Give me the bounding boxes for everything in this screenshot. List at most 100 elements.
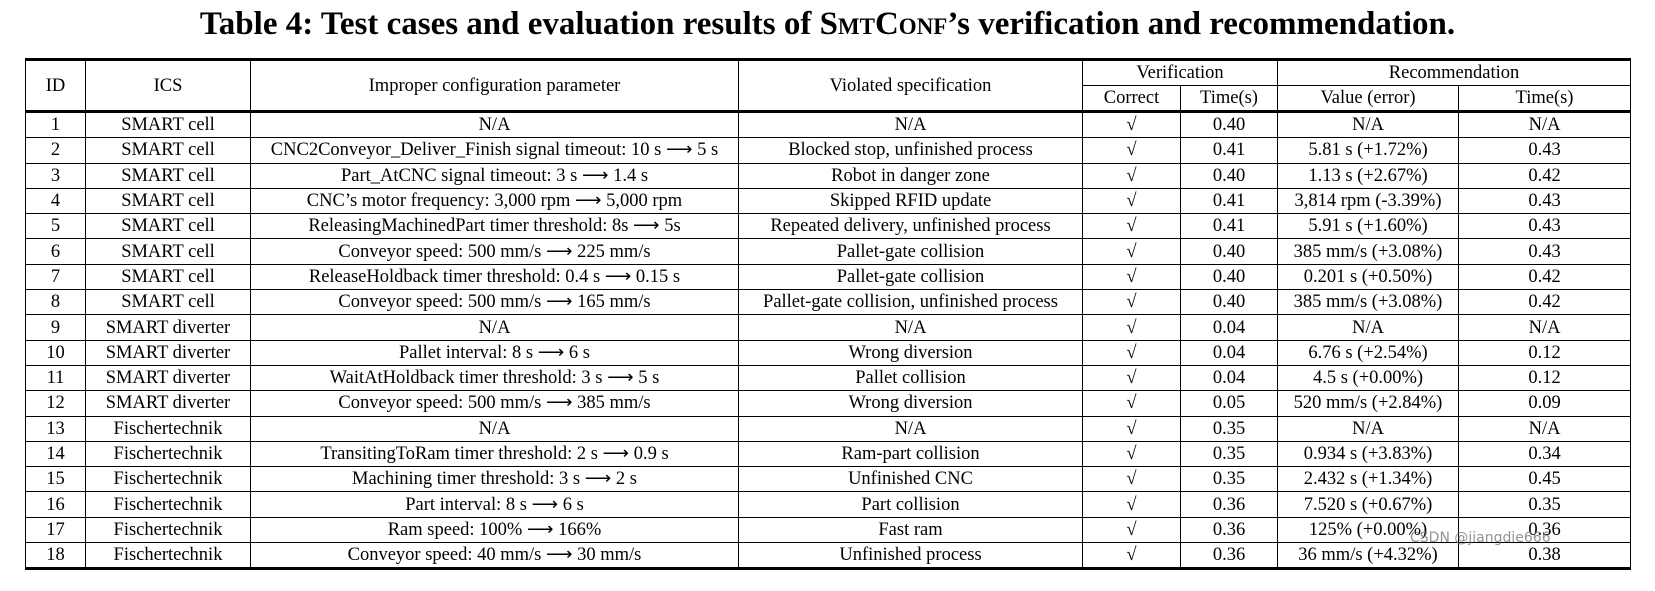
table-cell: 4.5 s (+0.00%): [1277, 364, 1460, 391]
table-cell: √: [1082, 238, 1181, 265]
table-row: 17 Fischertechnik Ram speed: 100% ⟶ 166% Fa…: [25, 516, 1632, 543]
table-cell: 0.12: [1458, 339, 1632, 366]
table-cell: 5: [25, 213, 86, 239]
table-cell: SMART cell: [85, 187, 251, 214]
table-cell: SMART cell: [85, 289, 251, 315]
table-row: 4 SMART cell CNC’s motor frequency: 3,000 …: [25, 187, 1632, 214]
table-cell: 0.934 s (+3.83%): [1277, 440, 1460, 467]
table-cell: 0.35: [1179, 466, 1279, 492]
table-cell: 16: [25, 491, 86, 518]
column-subheader: Time(s): [1458, 85, 1632, 113]
table-row: 9 SMART diverter N/A N/A √ 0.04 N/A N/A: [25, 314, 1632, 341]
table-cell: √: [1082, 364, 1181, 391]
table-cell: √: [1082, 516, 1181, 543]
table-row: 16 Fischertechnik Part interval: 8 s ⟶ 6 s…: [25, 491, 1632, 518]
table-cell: 0.43: [1458, 238, 1632, 265]
table-cell: N/A: [1458, 415, 1632, 442]
table-cell: Pallet-gate collision: [738, 263, 1083, 290]
table-cell: 385 mm/s (+3.08%): [1277, 238, 1460, 265]
table-cell: √: [1082, 162, 1181, 189]
table-cell: N/A: [738, 415, 1083, 442]
table-cell: √: [1082, 289, 1181, 315]
table-cell: 1.13 s (+2.67%): [1277, 162, 1460, 189]
table-cell: SMART cell: [85, 162, 251, 189]
table-cell: √: [1082, 339, 1181, 366]
table-cell: 0.36: [1179, 516, 1279, 543]
table-row: 1 SMART cell N/A N/A √ 0.40 N/A N/A: [25, 111, 1632, 138]
table-cell: Conveyor speed: 500 mm/s ⟶ 165 mm/s: [250, 289, 739, 315]
table-cell: SMART diverter: [85, 390, 251, 417]
column-header: Improper configuration parameter: [250, 59, 739, 113]
table-cell: WaitAtHoldback timer threshold: 3 s ⟶ 5 …: [250, 364, 739, 391]
table-cell: 0.43: [1458, 137, 1632, 164]
table-cell: 3,814 rpm (-3.39%): [1277, 187, 1460, 214]
table-cell: √: [1082, 314, 1181, 341]
table-cell: 0.36: [1179, 542, 1279, 569]
table-caption: Table 4: Test cases and evaluation resul…: [0, 2, 1655, 46]
table-cell: 0.35: [1179, 415, 1279, 442]
table-cell: 0.36: [1179, 491, 1279, 518]
table-cell: 18: [25, 542, 86, 569]
table-cell: Ram-part collision: [738, 440, 1083, 467]
watermark: CSDN @jiangdie666: [1410, 530, 1551, 546]
table-cell: N/A: [1277, 415, 1460, 442]
table-cell: SMART diverter: [85, 339, 251, 366]
table-cell: 0.04: [1179, 314, 1279, 341]
table-cell: √: [1082, 491, 1181, 518]
table-cell: √: [1082, 213, 1181, 239]
table-cell: 11: [25, 364, 86, 391]
column-header: ICS: [85, 59, 251, 113]
table-cell: √: [1082, 542, 1181, 569]
table-cell: 0.35: [1458, 491, 1632, 518]
table-cell: 8: [25, 289, 86, 315]
table-row: 3 SMART cell Part_AtCNC signal timeout: 3 …: [25, 162, 1632, 189]
table-cell: Ram speed: 100% ⟶ 166%: [250, 516, 739, 543]
table-cell: 0.40: [1179, 162, 1279, 189]
table-cell: √: [1082, 187, 1181, 214]
table-cell: 4: [25, 187, 86, 214]
table-cell: Fischertechnik: [85, 516, 251, 543]
column-group-header: Recommendation: [1277, 59, 1632, 86]
table-cell: Conveyor speed: 500 mm/s ⟶ 225 mm/s: [250, 238, 739, 265]
table-cell: N/A: [1458, 111, 1632, 138]
table-cell: Fischertechnik: [85, 440, 251, 467]
table-cell: N/A: [250, 415, 739, 442]
header-row: Correct Time(s) Value (error) Time(s): [26, 85, 1632, 113]
column-subheader: Time(s): [1179, 85, 1279, 113]
table-cell: 0.35: [1179, 440, 1279, 467]
table-cell: Repeated delivery, unfinished process: [738, 213, 1083, 239]
table-cell: N/A: [1458, 314, 1632, 341]
table-cell: 6.76 s (+2.54%): [1277, 339, 1460, 366]
table-cell: 3: [25, 162, 86, 189]
table-cell: 5.91 s (+1.60%): [1277, 213, 1460, 239]
table-row: 10 SMART diverter Pallet interval: 8 s ⟶ 6…: [25, 339, 1632, 366]
table-cell: Conveyor speed: 500 mm/s ⟶ 385 mm/s: [250, 390, 739, 417]
table-cell: √: [1082, 111, 1181, 138]
table-cell: N/A: [738, 111, 1083, 138]
table-row: 12 SMART diverter Conveyor speed: 500 mm/s…: [25, 390, 1632, 417]
table-cell: Fast ram: [738, 516, 1083, 543]
table-cell: √: [1082, 263, 1181, 290]
table-row: 2 SMART cell CNC2Conveyor_Deliver_Finish s…: [25, 137, 1632, 164]
table-cell: 0.41: [1179, 213, 1279, 239]
table-cell: Fischertechnik: [85, 542, 251, 569]
table-cell: 0.36: [1458, 516, 1632, 543]
table-cell: Wrong diversion: [738, 339, 1083, 366]
table-cell: Part interval: 8 s ⟶ 6 s: [250, 491, 739, 518]
table-cell: 0.201 s (+0.50%): [1277, 263, 1460, 290]
table-cell: Machining timer threshold: 3 s ⟶ 2 s: [250, 466, 739, 492]
table-cell: Part collision: [738, 491, 1083, 518]
table-cell: 0.45: [1458, 466, 1632, 492]
table-cell: 0.04: [1179, 339, 1279, 366]
table-cell: Pallet collision: [738, 364, 1083, 391]
table-cell: Unfinished process: [738, 542, 1083, 569]
table-cell: Wrong diversion: [738, 390, 1083, 417]
table-cell: N/A: [1277, 111, 1460, 138]
header-row: ID ICS Improper configuration parameter Vio…: [25, 59, 1632, 113]
table-cell: SMART cell: [85, 238, 251, 265]
table-cell: SMART diverter: [85, 364, 251, 391]
table-cell: √: [1082, 466, 1181, 492]
table-cell: CNC2Conveyor_Deliver_Finish signal timeo…: [250, 137, 739, 164]
table-cell: 36 mm/s (+4.32%): [1277, 542, 1460, 569]
caption-text: ’s verification and recommendation.: [947, 6, 1456, 42]
